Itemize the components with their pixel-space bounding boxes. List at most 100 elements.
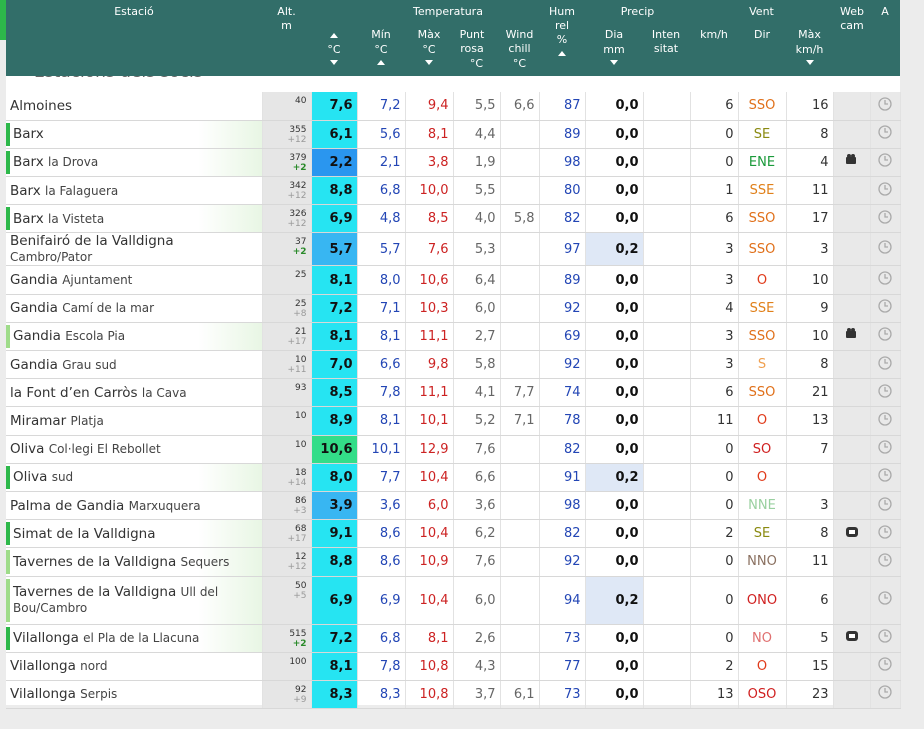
- station-row[interactable]: Barx la Visteta 326 +12 6,9 4,8 8,5 4,0 5,8 82 0,…: [6, 204, 901, 234]
- history-icon[interactable]: [878, 299, 892, 313]
- history-icon[interactable]: [878, 591, 892, 605]
- station-name[interactable]: Tavernes de la Valldigna: [13, 553, 177, 570]
- history-icon[interactable]: [878, 384, 892, 398]
- history-icon[interactable]: [878, 412, 892, 426]
- history-icon[interactable]: [878, 496, 892, 511]
- history-icon[interactable]: [878, 210, 892, 224]
- station-row[interactable]: Simat de la Valldigna 68 +17 9,1 8,6 10,4 6,2 8…: [6, 519, 901, 549]
- col-header[interactable]: Wind chill: [505, 28, 534, 55]
- col-header[interactable]: km/h: [700, 28, 728, 41]
- station-name[interactable]: Palma de Gandia: [10, 497, 125, 514]
- station-name[interactable]: Barx: [13, 154, 44, 171]
- station-row[interactable]: Barx 355 +12 6,1 5,6 8,1 4,4 89 0,0 0 SE 8: [6, 120, 901, 149]
- col-header[interactable]: Mín: [371, 28, 391, 41]
- col-header[interactable]: °C: [327, 43, 341, 56]
- station-name[interactable]: Miramar: [10, 412, 67, 429]
- station-name[interactable]: Gandia: [10, 356, 58, 373]
- col-header[interactable]: Hum rel: [549, 5, 575, 32]
- station-name[interactable]: la Font d’en Carròs: [10, 384, 138, 401]
- history-icon[interactable]: [878, 153, 892, 168]
- webcam-icon[interactable]: [845, 526, 859, 538]
- webcam-icon[interactable]: [845, 328, 859, 340]
- station-name[interactable]: Almoines: [10, 97, 73, 114]
- history-icon[interactable]: [878, 525, 892, 539]
- col-header[interactable]: Estació: [114, 5, 154, 18]
- sort-arrow[interactable]: [330, 33, 338, 38]
- sort-arrow[interactable]: [610, 60, 618, 65]
- temp-min: 7,2: [357, 92, 406, 121]
- col-header[interactable]: Web cam: [840, 5, 864, 32]
- station-row[interactable]: la Font d’en Carròs la Cava 93 8,5 7,8 11,1 4…: [6, 378, 901, 408]
- history-icon[interactable]: [878, 629, 892, 643]
- station-row[interactable]: Vilallonga Serpis 92 +9 8,3 8,3 10,8 3,7 6,1 73 0…: [6, 680, 901, 710]
- station-row[interactable]: Almoines 40 7,6 7,2 9,4 5,5 6,6 87 0,0 6 SSO 16: [6, 92, 901, 121]
- station-name[interactable]: Oliva: [13, 469, 48, 486]
- station-row[interactable]: Miramar Platja 10 8,9 8,1 10,1 5,2 7,1 78 0,0 11 O…: [6, 406, 901, 436]
- webcam-icon[interactable]: [845, 630, 859, 642]
- station-name[interactable]: Oliva: [10, 441, 45, 458]
- station-row[interactable]: Gandia Camí de la mar 25 +8 7,2 7,1 10,3 6,0 92…: [6, 294, 901, 323]
- sort-arrow[interactable]: [806, 60, 814, 65]
- history-icon[interactable]: [878, 327, 892, 342]
- col-header[interactable]: Màx: [417, 28, 441, 41]
- station-row[interactable]: Vilallonga el Pla de la Llacuna 515 +2 7,2 6…: [6, 624, 901, 653]
- humidity: 82: [539, 204, 586, 234]
- station-name[interactable]: Barx: [13, 210, 44, 227]
- wind-speed: 6: [690, 92, 739, 121]
- station-name[interactable]: Vilallonga: [13, 630, 79, 647]
- history-icon[interactable]: [878, 685, 892, 700]
- col-header[interactable]: A: [881, 5, 889, 18]
- precip-intensity: [643, 176, 691, 206]
- sort-arrow[interactable]: [330, 60, 338, 65]
- station-row[interactable]: Oliva Col·legi El Rebollet 10 10,6 10,1 12,9…: [6, 435, 901, 464]
- history-icon[interactable]: [878, 553, 892, 567]
- station-row[interactable]: Gandia Ajuntament 25 8,1 8,0 10,6 6,4 89 0,0 3 O 1…: [6, 265, 901, 295]
- station-row[interactable]: Palma de Gandia Marxuquera 86 +3 3,9 3,6 6,0 3…: [6, 491, 901, 521]
- history-icon[interactable]: [878, 271, 892, 285]
- station-name[interactable]: Barx: [13, 126, 44, 143]
- sort-arrow[interactable]: [425, 60, 433, 65]
- station-row[interactable]: Oliva sud 18 +14 8,0 7,7 10,4 6,6 91 0,2 0 O: [6, 463, 901, 492]
- history-icon[interactable]: [878, 97, 892, 111]
- sort-arrow[interactable]: [558, 51, 566, 56]
- station-name[interactable]: Gandia: [10, 272, 58, 289]
- history-icon[interactable]: [878, 125, 892, 139]
- station-row[interactable]: Vilallonga nord 100 8,1 7,8 10,8 4,3 77 0,0 2 O 15: [6, 652, 901, 681]
- station-name[interactable]: Vilallonga: [10, 658, 76, 675]
- station-row[interactable]: Tavernes de la Valldigna Ull del Bou/Cam…: [6, 576, 901, 625]
- station-name[interactable]: Gandia: [13, 328, 61, 345]
- station-name[interactable]: Tavernes de la Valldigna: [13, 584, 177, 600]
- history-icon[interactable]: [878, 240, 892, 255]
- station-name[interactable]: Gandia: [10, 300, 58, 317]
- wind-gust: 11: [786, 547, 834, 577]
- col-header[interactable]: Dir: [753, 28, 771, 41]
- webcam-cell: [833, 350, 871, 380]
- station-row[interactable]: Tavernes de la Valldigna Sequers 12 +12 8,8…: [6, 547, 901, 577]
- station-name[interactable]: Benifairó de la Valldigna: [10, 233, 174, 250]
- station-row[interactable]: Barx la Falaguera 342 +12 8,8 6,8 10,0 5,5 80 0,…: [6, 176, 901, 206]
- history-icon[interactable]: [878, 440, 892, 454]
- station-row[interactable]: Gandia Escola Pia 21 +17 8,1 8,1 11,1 2,7 69 0,0…: [6, 322, 901, 352]
- temp-min: 8,1: [357, 406, 406, 436]
- temp-current: 8,1: [311, 322, 358, 352]
- col-header[interactable]: Màx: [798, 28, 821, 41]
- history-icon[interactable]: [878, 468, 892, 482]
- station-row[interactable]: Gandia Grau sud 10 +11 7,0 6,6 9,8 5,8 92 0,0 3 S 8: [6, 350, 901, 380]
- history-icon[interactable]: [878, 182, 892, 196]
- station-row[interactable]: Barx la Drova 379 +2 2,2 2,1 3,8 1,9 98 0,0 0 ENE 4: [6, 148, 901, 178]
- precip-day: 0,2: [585, 576, 644, 625]
- history-icon[interactable]: [878, 355, 892, 370]
- col-header[interactable]: Inten sitat: [651, 28, 681, 55]
- station-row[interactable]: Benifairó de la Valldigna Cambro/Pator 37…: [6, 232, 901, 267]
- station-name[interactable]: Simat de la Valldigna: [13, 525, 156, 542]
- station-name[interactable]: Vilallonga: [10, 686, 76, 703]
- history-icon[interactable]: [878, 657, 892, 671]
- webcam-icon[interactable]: [845, 154, 859, 166]
- station-name[interactable]: Barx: [10, 182, 41, 199]
- sort-arrow[interactable]: [377, 60, 385, 65]
- wind-chill: [500, 350, 540, 380]
- col-header[interactable]: Punt rosa: [459, 28, 485, 55]
- temp-current: 8,3: [311, 680, 358, 710]
- col-header[interactable]: Alt.: [277, 5, 296, 18]
- col-header[interactable]: Dia: [604, 28, 624, 41]
